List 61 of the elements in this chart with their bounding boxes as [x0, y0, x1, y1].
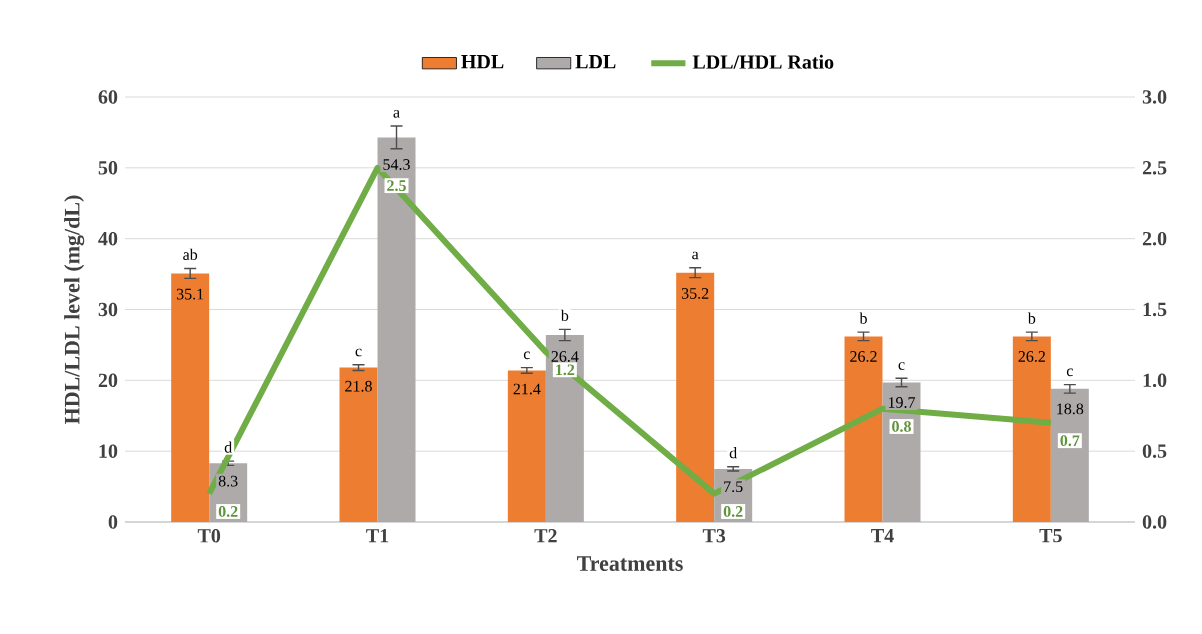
data-label: 54.3 — [383, 159, 410, 170]
annotation: c — [355, 348, 362, 357]
annotation: b — [1027, 312, 1036, 324]
annotation: a — [692, 251, 699, 260]
y2-tick-label: 2.5 — [1142, 161, 1167, 175]
data-label: 26.2 — [1018, 351, 1045, 362]
y2-tick-label: 3.0 — [1142, 90, 1167, 104]
annotation: b — [560, 309, 569, 321]
y2-tick-label: 1.0 — [1143, 373, 1167, 388]
bar — [676, 272, 715, 522]
annotation: d — [729, 447, 737, 459]
annotation: c — [523, 351, 530, 360]
data-label: 21.8 — [345, 380, 372, 392]
y2-tick-label: 1.5 — [1143, 302, 1167, 317]
legend-label: LDL — [575, 55, 616, 69]
x-tick-label: T4 — [871, 529, 894, 543]
annotation: ab — [183, 248, 198, 261]
data-label: 35.1 — [176, 288, 204, 300]
data-label: 0.8 — [892, 421, 911, 432]
x-tick-label: T2 — [534, 529, 557, 543]
annotation: d — [224, 441, 232, 453]
data-label: 35.2 — [681, 288, 709, 299]
y-tick-label: 30 — [98, 302, 118, 317]
y-tick-label: 50 — [98, 161, 118, 175]
annotation: c — [1066, 368, 1073, 377]
y-tick-label: 60 — [98, 90, 118, 104]
annotation: a — [393, 110, 400, 118]
data-label: 19.7 — [888, 397, 916, 408]
bar — [507, 370, 546, 522]
x-tick-label: T3 — [702, 529, 726, 543]
data-label: 8.3 — [218, 475, 238, 487]
data-label: 1.2 — [556, 364, 575, 376]
y-tick-label: 0 — [108, 515, 118, 529]
y2-tick-label: 0.5 — [1142, 444, 1167, 458]
bar — [171, 273, 210, 522]
y-tick-label: 20 — [98, 373, 118, 388]
data-label: 7.5 — [724, 481, 743, 493]
legend-label: HDL — [461, 55, 504, 69]
data-label: 0.2 — [723, 506, 743, 517]
data-label: 26.4 — [551, 351, 579, 362]
x-axis-title: Treatments — [577, 556, 683, 571]
y2-tick-label: 2.0 — [1142, 231, 1167, 246]
x-tick-label: T0 — [197, 529, 221, 543]
x-tick-label: T5 — [1039, 529, 1062, 543]
y-tick-label: 40 — [98, 231, 118, 246]
data-label: 21.4 — [513, 383, 541, 395]
annotation: b — [859, 312, 867, 324]
y-tick-label: 10 — [99, 444, 118, 458]
data-label: 0.2 — [218, 506, 238, 517]
annotation: c — [898, 362, 905, 370]
legend-label: LDL/HDL Ratio — [692, 54, 834, 69]
data-label: 0.7 — [1060, 435, 1080, 447]
y-axis-title: HDL/LDL level (mg/dL) — [64, 195, 85, 425]
data-label: 2.5 — [387, 180, 406, 192]
data-label: 26.2 — [850, 351, 877, 362]
x-tick-label: T1 — [366, 529, 389, 543]
y2-tick-label: 0.0 — [1142, 515, 1167, 529]
bar — [844, 336, 883, 522]
bar — [1012, 336, 1051, 522]
bar — [339, 367, 378, 522]
data-label: 18.8 — [1057, 403, 1084, 415]
